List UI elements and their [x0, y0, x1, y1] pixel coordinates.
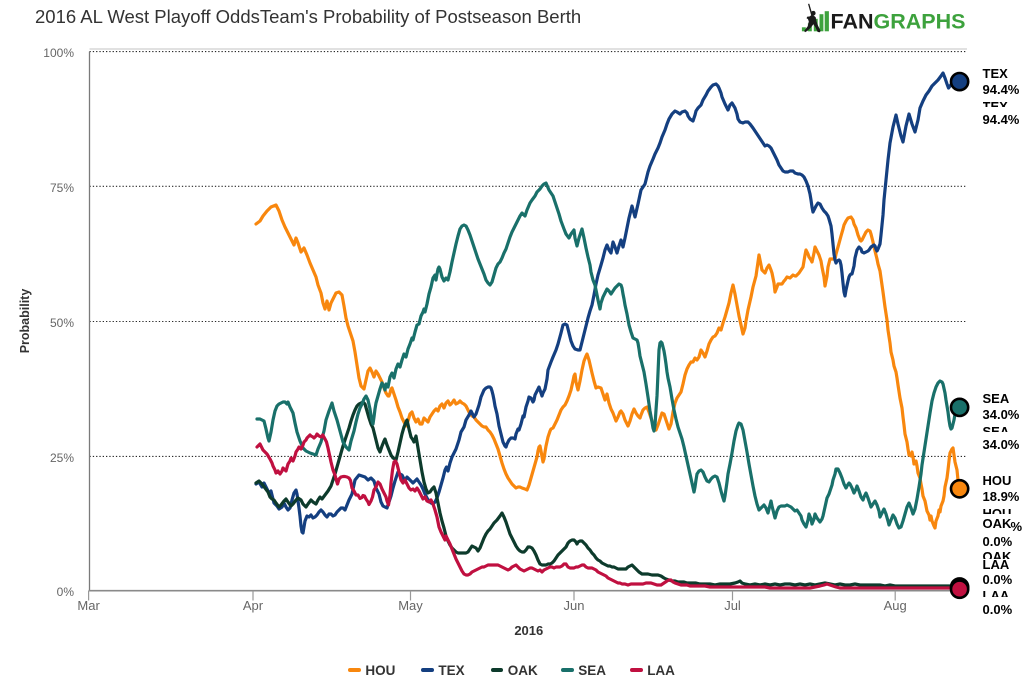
svg-text:FANGRAPHS: FANGRAPHS: [831, 9, 966, 33]
